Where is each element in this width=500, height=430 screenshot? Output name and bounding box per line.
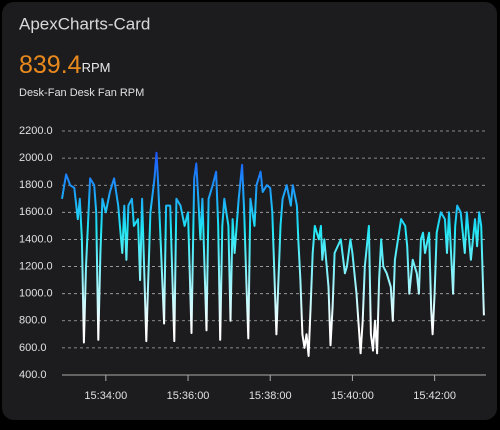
- y-tick-label: 1600.0: [19, 206, 53, 218]
- y-tick-label: 2200.0: [19, 125, 53, 137]
- x-tick-label: 15:38:00: [249, 390, 292, 402]
- x-tick-label: 15:34:00: [84, 390, 127, 402]
- y-tick-label: 2000.0: [19, 152, 53, 164]
- y-tick-label: 1200.0: [19, 260, 53, 272]
- state-value: 839.4: [19, 51, 82, 79]
- y-tick-label: 600.0: [19, 342, 47, 354]
- y-tick-label: 1000.0: [19, 288, 53, 300]
- x-tick-label: 15:40:00: [331, 390, 374, 402]
- x-tick-label: 15:36:00: [167, 390, 210, 402]
- y-tick-label: 1400.0: [19, 233, 53, 245]
- state-unit: RPM: [82, 60, 111, 75]
- series-name: Desk-Fan Desk Fan RPM: [19, 87, 144, 99]
- y-tick-label: 1800.0: [19, 179, 53, 191]
- x-tick-label: 15:42:00: [413, 390, 456, 402]
- card-title: ApexCharts-Card: [19, 14, 150, 33]
- y-tick-label: 800.0: [19, 315, 47, 327]
- line-series: [61, 151, 485, 357]
- y-tick-label: 400.0: [19, 369, 47, 381]
- state: 839.4RPM: [19, 51, 110, 79]
